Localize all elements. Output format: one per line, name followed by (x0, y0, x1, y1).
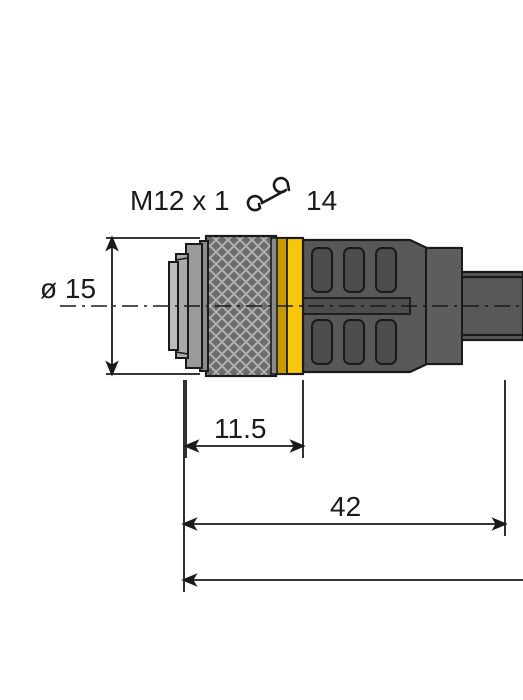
knurl-length-label: 11.5 (214, 413, 266, 444)
thread-spec-text: M12 x 1 (130, 185, 230, 216)
dim-bottom-open (184, 536, 523, 592)
dim-knurl-length: 11.5 (186, 380, 303, 458)
dim-total-length: 42 (184, 380, 505, 536)
total-length-label: 42 (330, 491, 361, 522)
wrench-size-text: 14 (306, 185, 337, 216)
diameter-label: ø 15 (40, 273, 96, 304)
connector-drawing (60, 236, 523, 376)
wrench-icon (248, 178, 289, 210)
